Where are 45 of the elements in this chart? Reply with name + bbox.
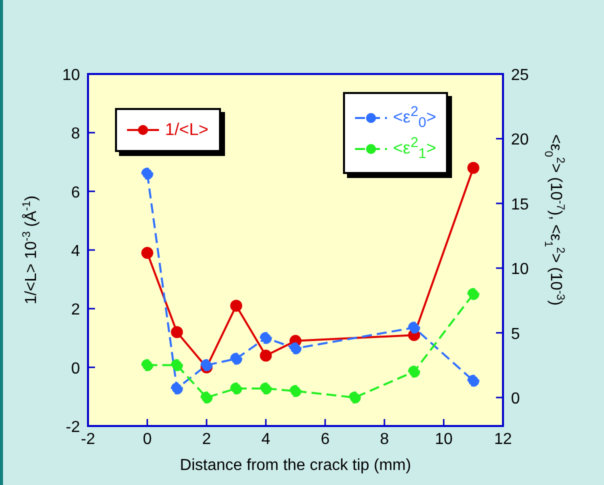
y-tick-label: -2	[66, 419, 80, 436]
y-tick-label: 0	[71, 360, 80, 378]
legend-label: 1/<L>	[165, 120, 208, 140]
x-tick-label: 6	[320, 431, 330, 448]
point	[260, 382, 272, 394]
x-tick-label: 8	[380, 431, 389, 448]
y2-tick-label: 5	[511, 326, 520, 343]
y-tick-label: 4	[71, 243, 80, 260]
point	[408, 322, 420, 334]
y-tick-label: 8	[71, 126, 80, 143]
point	[141, 359, 154, 372]
x-tick-label: 2	[202, 431, 212, 448]
point	[467, 374, 480, 387]
x-tick-label: 4	[261, 431, 270, 448]
legend-label: <ε$^{2}$$_{1}$>	[393, 135, 436, 162]
y2-tick-label: 25	[511, 67, 529, 84]
point	[467, 162, 480, 174]
y2-tick-label: 20	[511, 132, 529, 149]
point	[408, 366, 420, 378]
y-tick-label: 6	[71, 184, 80, 202]
y2-tick-label: 0	[511, 390, 520, 408]
x-tick-label: 12	[494, 431, 512, 448]
point	[230, 382, 242, 394]
x-tick-label: 10	[434, 431, 453, 448]
y2-tick-label: 15	[511, 196, 529, 214]
point	[290, 385, 302, 398]
point	[260, 332, 272, 344]
point	[230, 352, 242, 365]
point	[170, 326, 183, 338]
point	[170, 382, 183, 394]
point	[200, 392, 213, 404]
y-tick-label: 2	[71, 302, 80, 319]
x-tick-label: 0	[142, 431, 152, 448]
legend-label: <ε$^{2}$$_{0}$>	[393, 104, 436, 132]
point	[348, 392, 361, 404]
point	[230, 300, 242, 312]
point	[467, 288, 480, 300]
point	[170, 359, 183, 372]
point	[141, 246, 154, 259]
point	[260, 350, 272, 362]
y2-tick-label: 10	[511, 261, 529, 278]
x-axis-title: Distance from the crack tip (mm)	[180, 457, 412, 474]
point	[290, 342, 302, 354]
point	[141, 168, 154, 180]
y-tick-label: 10	[62, 67, 80, 84]
